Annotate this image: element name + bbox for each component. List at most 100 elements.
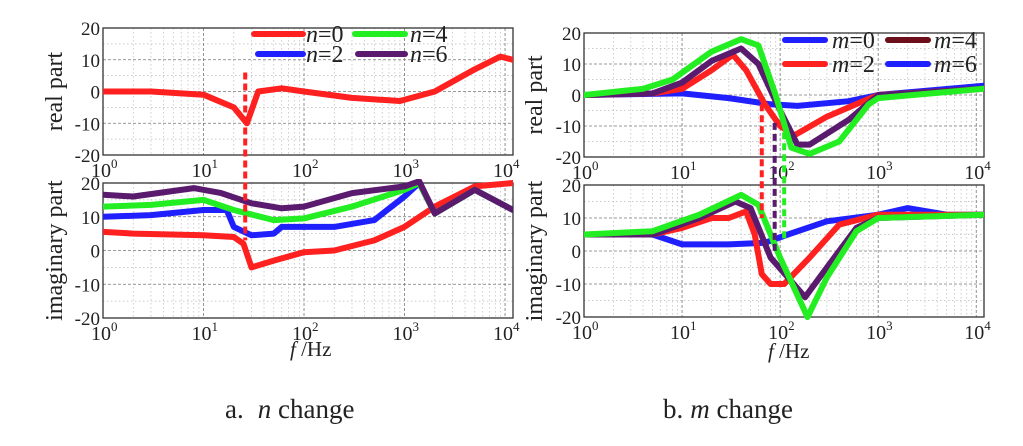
y-tick-label: 10 — [562, 55, 581, 76]
tick-base: 10 — [192, 323, 212, 345]
series-line — [584, 51, 984, 139]
legend-label: m=4 — [934, 28, 977, 54]
y-tick-label: 0 — [91, 242, 101, 263]
caption-var: m — [690, 394, 710, 424]
tick-base: 10 — [493, 160, 513, 182]
tick-base: 10 — [91, 160, 111, 182]
x-tick-label: 100 — [91, 156, 118, 182]
tick-exponent: 3 — [413, 319, 420, 334]
caption-prefix: b. — [663, 394, 683, 424]
series-line — [584, 191, 984, 320]
series-line — [103, 179, 513, 217]
legend-var: n — [306, 22, 318, 48]
tick-base: 10 — [393, 160, 413, 182]
x-tick-label: 101 — [670, 318, 697, 344]
tick-exponent: 4 — [513, 319, 520, 334]
tick-exponent: 4 — [513, 156, 520, 171]
y-tick-label: 20 — [562, 176, 581, 197]
tick-exponent: 0 — [592, 158, 599, 173]
tick-base: 10 — [493, 323, 513, 345]
tick-exponent: 2 — [788, 318, 795, 333]
legend-var: m — [832, 52, 849, 78]
panel-caption: a. n change — [225, 394, 354, 424]
series-line — [103, 53, 513, 127]
legend-var: n — [306, 42, 318, 68]
x-tick-label: 103 — [393, 319, 420, 345]
panel-caption: b. m change — [663, 394, 793, 424]
tick-exponent: 2 — [312, 156, 319, 171]
caption-rest: change — [271, 394, 354, 424]
y-axis-label: imaginary part — [42, 180, 68, 321]
y-tick-label: -20 — [75, 309, 100, 330]
tick-exponent: 4 — [984, 318, 991, 333]
legend-label: m=6 — [934, 52, 977, 78]
tick-exponent: 4 — [984, 158, 991, 173]
x-label-unit: /Hz — [774, 339, 810, 363]
axes-frame — [102, 182, 514, 319]
series-line — [584, 36, 984, 157]
y-axis-label: imaginary part — [522, 180, 548, 321]
y-tick-label: -10 — [75, 114, 100, 135]
x-tick-label: 100 — [572, 158, 599, 184]
tick-base: 10 — [292, 160, 312, 182]
tick-exponent: 3 — [413, 156, 420, 171]
y-tick-label: 10 — [81, 208, 100, 229]
x-tick-label: 101 — [192, 156, 219, 182]
x-tick-label: 101 — [670, 158, 697, 184]
tick-exponent: 1 — [690, 158, 697, 173]
legend-value: =0 — [849, 28, 875, 54]
tick-base: 10 — [866, 322, 886, 344]
x-tick-label: 102 — [768, 318, 795, 344]
legend-value: =0 — [318, 22, 344, 48]
legend-var: n — [410, 22, 422, 48]
tick-base: 10 — [866, 162, 886, 184]
legend-value: =4 — [951, 28, 977, 54]
tick-base: 10 — [670, 322, 690, 344]
x-tick-label: 102 — [292, 156, 319, 182]
series-line — [584, 208, 984, 287]
tick-exponent: 1 — [690, 318, 697, 333]
caption-rest: change — [710, 394, 793, 424]
legend-var: m — [934, 52, 951, 78]
y-tick-label: -20 — [556, 308, 581, 329]
x-tick-label: 104 — [964, 158, 991, 184]
caption-prefix: a. — [225, 394, 244, 424]
legend-label: n=0 — [306, 22, 344, 48]
x-tick-label: 103 — [866, 158, 893, 184]
axes-frame — [583, 184, 985, 318]
x-label-var: f — [290, 337, 299, 361]
legend-var: m — [934, 28, 951, 54]
y-tick-label: 20 — [81, 174, 100, 195]
tick-base: 10 — [393, 323, 413, 345]
tick-exponent: 1 — [212, 319, 219, 334]
x-tick-label: 104 — [964, 318, 991, 344]
series-line — [584, 205, 984, 248]
tick-base: 10 — [292, 323, 312, 345]
x-label-unit: /Hz — [296, 337, 332, 361]
legend-var: n — [410, 42, 422, 68]
x-tick-label: 100 — [572, 318, 599, 344]
y-tick-label: 0 — [91, 83, 101, 104]
tick-exponent: 0 — [111, 319, 118, 334]
series-line — [584, 45, 984, 148]
y-tick-label: -10 — [75, 275, 100, 296]
x-tick-label: 102 — [768, 158, 795, 184]
tick-exponent: 3 — [886, 158, 893, 173]
x-label-var: f — [768, 339, 777, 363]
y-axis-label: real part — [42, 52, 68, 132]
tick-base: 10 — [91, 323, 111, 345]
x-tick-label: 103 — [393, 156, 420, 182]
tick-base: 10 — [572, 162, 592, 184]
tick-base: 10 — [964, 162, 984, 184]
y-tick-label: 10 — [81, 51, 100, 72]
legend-label: n=4 — [410, 22, 448, 48]
y-tick-label: 10 — [562, 209, 581, 230]
tick-base: 10 — [572, 322, 592, 344]
tick-base: 10 — [192, 160, 212, 182]
legend-label: m=2 — [832, 52, 875, 78]
